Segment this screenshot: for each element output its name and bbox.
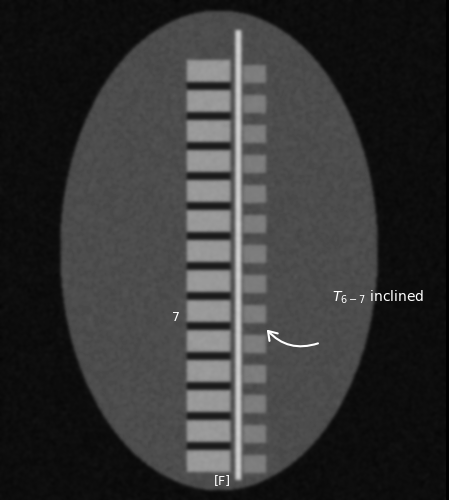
Text: $T_{6-7}$ inclined: $T_{6-7}$ inclined <box>332 289 424 306</box>
FancyArrowPatch shape <box>268 331 318 346</box>
Text: [F]: [F] <box>214 474 231 488</box>
Text: 7: 7 <box>172 311 180 324</box>
